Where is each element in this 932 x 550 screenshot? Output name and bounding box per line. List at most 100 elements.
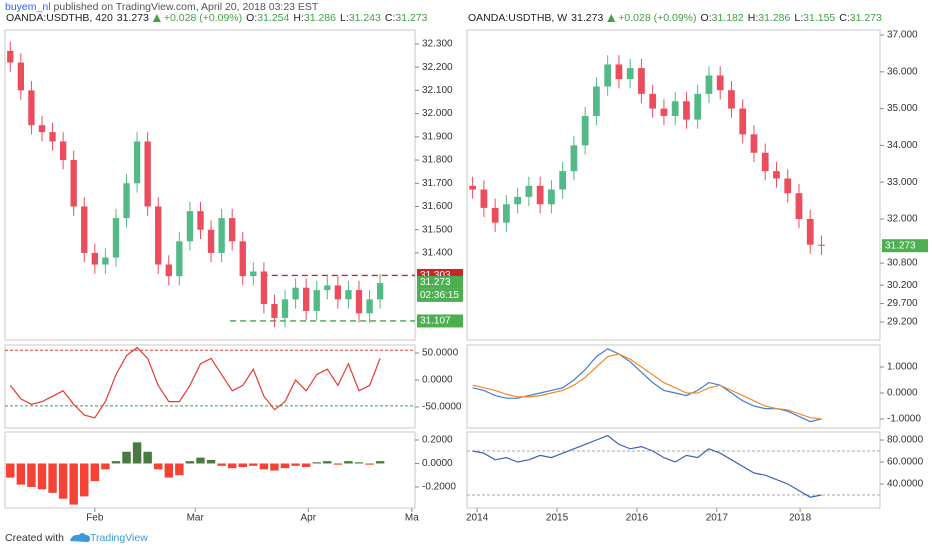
candle-body [38,125,46,133]
y-tick-label: 32.000 [887,214,918,225]
candle-body [469,185,477,190]
candle-body [165,264,172,277]
histogram-bar [301,463,311,468]
y-tick-label: 0.0000 [422,458,453,469]
candle-body [773,171,780,179]
candle-body [207,229,215,253]
histogram-bar [153,463,163,470]
indicator-line [472,353,822,420]
pane-border [4,431,416,509]
y-tick-label: 60.0000 [887,457,924,468]
candle-body [102,257,109,265]
y-tick-label: 31.700 [422,178,453,189]
candle-body [155,206,162,265]
candle-body [604,64,612,87]
y-tick-label: 32.000 [422,108,453,119]
candle-body [133,141,141,184]
pane-border [466,344,881,429]
x-tick-label: 2017 [706,513,729,524]
histogram-bar [365,463,374,465]
histogram-bar [217,463,226,466]
footer-brand[interactable]: TradingView [90,532,148,544]
author[interactable]: buyem_nl [5,1,51,13]
candle-body [112,218,120,258]
candle-body [324,285,331,291]
candle-body [366,299,373,314]
candle-body [649,93,657,109]
candle-body [355,290,363,314]
candle-body [806,218,814,245]
histogram-bar [27,463,36,487]
candle-body [81,206,88,253]
histogram-bar [206,459,216,464]
legend-value: 31.286 [304,12,336,24]
candle-body [239,241,246,277]
x-tick-label: Mar [187,513,205,524]
y-tick-label: 31.600 [422,201,453,212]
candle-body [581,115,589,146]
candle-body [761,152,769,172]
histogram-bar [344,461,353,464]
legend-key: L: [794,12,803,24]
footer-created: Created with [5,532,64,544]
y-tick-label: 32.200 [422,62,453,73]
histogram-bar [249,463,258,466]
candle-body [705,75,713,94]
logo [70,533,90,542]
legend-value: 31.273 [850,12,882,24]
legend-key: C: [385,12,396,24]
candle-body [260,271,268,305]
price-tag-label: 02:36:15 [420,290,459,301]
histogram-bar [16,463,26,485]
indicator-line [472,348,822,423]
histogram-bar [80,463,89,497]
legend-symbol: OANDA:USDTHB, W [468,12,567,24]
y-tick-label: 34.000 [887,140,918,151]
y-tick-label: 0.0000 [887,388,918,399]
histogram-bar [6,463,15,478]
y-tick-label: 31.800 [422,155,453,166]
candle-body [91,252,98,265]
candle-body [7,50,14,63]
candle-body [144,141,151,207]
candle-body [716,75,724,91]
legend-key: C: [839,12,850,24]
legend-change: +0.028 (+0.09%) [164,12,242,24]
candle-body [818,244,825,246]
histogram-bar [238,463,247,468]
y-tick-label: 32.300 [422,39,453,50]
price-tag [417,314,463,328]
y-tick-label: 31.500 [422,224,453,235]
histogram-bar [323,461,332,464]
histogram-bar [58,463,68,499]
histogram-bar [270,463,279,471]
candle-body [536,185,544,205]
candle-body [694,93,702,120]
y-tick-label: 31.400 [422,248,453,259]
candle-body [197,211,204,230]
histogram-bar [185,461,195,464]
candle-body [250,271,257,277]
candle-body [615,64,623,80]
histogram-bar [164,463,174,478]
histogram-bar [69,463,78,505]
indicator-line [472,434,822,498]
candle-body [626,68,634,80]
histogram-bar [354,462,364,464]
histogram-bar [48,463,57,493]
legend-value: 31.254 [257,12,289,24]
y-tick-label: -50.0000 [422,402,462,413]
x-tick-label: 2018 [789,513,812,524]
candle-body [271,304,278,318]
candle-body [59,141,67,161]
legend-key: O: [701,12,712,24]
histogram-bar [259,463,269,470]
y-tick-label: 33.000 [887,177,918,188]
legend-value: 31.273 [395,12,427,24]
histogram-bar [101,463,110,470]
pane-border [4,344,416,429]
legend-value: 31.243 [349,12,381,24]
candle-body [176,241,183,277]
candle-body [345,290,352,300]
